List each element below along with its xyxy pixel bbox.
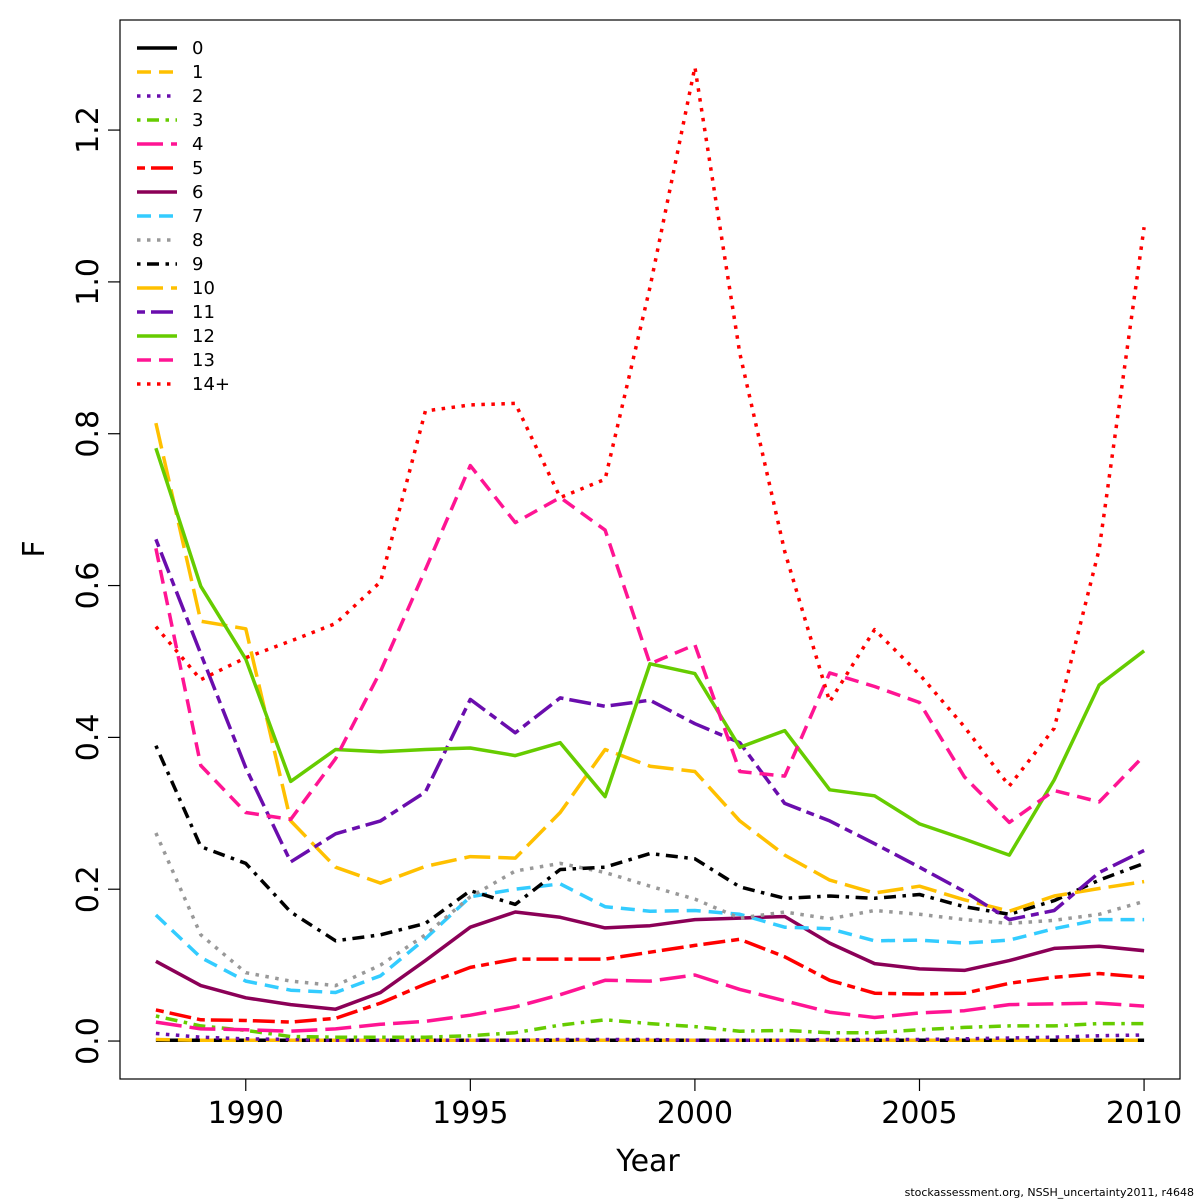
- legend-entry-label: 9: [192, 254, 203, 275]
- legend-entry-label: 11: [192, 302, 215, 323]
- series-lines: [154, 65, 1146, 1043]
- series-line-age-12: [154, 447, 1146, 857]
- x-tick-label: 1990: [208, 1096, 284, 1131]
- x-tick-label: 1995: [432, 1096, 508, 1131]
- series-line-age-6: [155, 910, 1145, 1011]
- series-line-age-1: [155, 1037, 1145, 1043]
- y-axis-label: F: [17, 540, 52, 557]
- y-tick-label: 1.2: [71, 106, 106, 154]
- series-line-age-4: [155, 973, 1145, 1033]
- series-line-age-13: [154, 463, 1146, 825]
- legend-entry-label: 0: [192, 38, 203, 59]
- legend-entry-label: 10: [192, 278, 215, 299]
- legend-entry-label: 6: [192, 182, 203, 203]
- series-line-age-7: [154, 882, 1145, 995]
- y-tick-label: 0.6: [71, 562, 106, 610]
- x-tick-label: 2010: [1106, 1096, 1182, 1131]
- plot-frame: [119, 19, 1181, 1080]
- series-line-age-9: [154, 744, 1145, 943]
- x-axis-label: Year: [615, 1144, 680, 1179]
- x-axis: 1990 1995 2000 2005 2010: [208, 1079, 1182, 1131]
- x-tick-label: 2000: [657, 1096, 733, 1131]
- y-tick-label: 0.0: [71, 1017, 106, 1065]
- legend-entry-label: 13: [192, 350, 215, 371]
- y-tick-label: 1.0: [71, 258, 106, 306]
- footer-credit: stockassessment.org, NSSH_uncertainty201…: [905, 1186, 1194, 1199]
- series-line-age-3: [155, 1014, 1145, 1039]
- legend-entry-label: 1: [192, 62, 203, 83]
- series-line-age-10: [154, 422, 1145, 913]
- legend-entry-label: 14+: [192, 374, 230, 395]
- y-axis: 0.0 0.2 0.4 0.6 0.8 1.0 1.2: [71, 106, 120, 1065]
- y-tick-label: 0.4: [71, 714, 106, 762]
- series-line-age-5: [155, 937, 1145, 1024]
- series-line-age-11: [154, 538, 1145, 922]
- legend-entry-label: 8: [192, 230, 203, 251]
- x-tick-label: 2005: [881, 1096, 957, 1131]
- legend-entry-label: 7: [192, 206, 203, 227]
- y-tick-label: 0.8: [71, 410, 106, 458]
- legend-entry-label: 4: [192, 134, 203, 155]
- legend-entry-label: 5: [192, 158, 203, 179]
- series-line-age-14plus: [154, 65, 1146, 788]
- series-line-age-8: [154, 832, 1145, 988]
- legend-entry-label: 12: [192, 326, 215, 347]
- legend-entry-label: 2: [192, 86, 203, 107]
- y-tick-label: 0.2: [71, 865, 106, 913]
- legend-entry-label: 3: [192, 110, 203, 131]
